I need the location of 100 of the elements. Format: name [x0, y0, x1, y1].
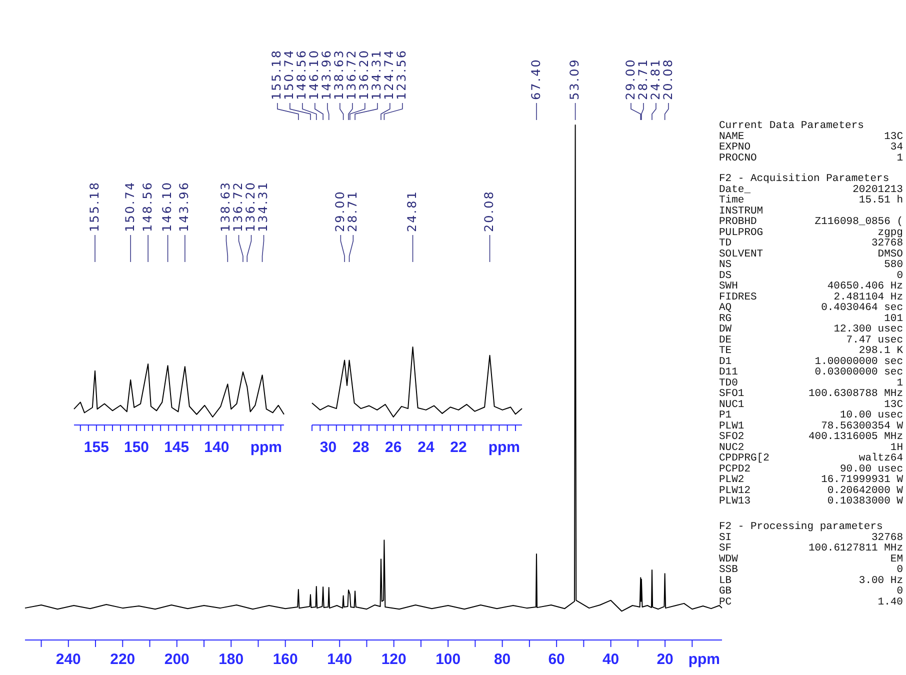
annotation: 136.72 [231, 181, 246, 232]
annotation: 28.71 [345, 190, 360, 232]
annotation: 134.31 [370, 49, 384, 100]
text: 10.00 usec [840, 410, 903, 422]
text: zgpg [878, 226, 903, 239]
annotation: 143.96 [320, 49, 334, 100]
category-label: INSTRUM [719, 205, 764, 218]
text: 15.51 h [858, 194, 903, 206]
text: 400.1316005 MHz [808, 431, 903, 443]
category-label: AQ [719, 302, 732, 314]
text: 3.00 Hz [858, 574, 903, 587]
text: 101 [884, 312, 903, 325]
text: 20201213 [852, 184, 903, 196]
annotation: 150.74 [122, 181, 137, 232]
x-axis-title: ppm [688, 651, 720, 668]
annotation: 143.96 [177, 181, 192, 232]
text: F2 - Acquisition Parameters [719, 173, 890, 185]
category-label: SSB [719, 564, 738, 576]
category-label: PLW2 [719, 474, 744, 486]
text: 32768 [871, 532, 903, 544]
x-tick-label: 140 [204, 439, 230, 456]
text: 298.1 K [858, 345, 903, 357]
x-axis-title: ppm [488, 439, 520, 456]
annotation: 124.74 [382, 49, 396, 100]
category-label: DS [719, 270, 732, 282]
category-label: SF [719, 542, 732, 554]
category-label: TD0 [719, 377, 738, 390]
annotation: 138.63 [218, 181, 233, 232]
text: 100.6127811 MHz [808, 542, 903, 554]
x-tick-label: 22 [450, 439, 467, 456]
text: 78.56300354 W [821, 420, 903, 432]
text: 40650.406 Hz [827, 280, 903, 292]
text: 100.6308788 MHz [808, 388, 903, 400]
annotation: 146.10 [160, 181, 174, 232]
annotation: 24.81 [648, 58, 662, 100]
annotation: 29.00 [623, 58, 638, 100]
category-label: PULPROG [719, 226, 764, 239]
text: 1.40 [878, 596, 903, 608]
text: EM [890, 553, 903, 566]
category-label: PLW12 [719, 484, 751, 497]
text: DMSO [878, 248, 903, 260]
category-label: TD [719, 238, 732, 250]
category-label: DE [719, 334, 732, 346]
x-tick-label: 200 [164, 651, 190, 668]
category-label: NUC2 [719, 442, 744, 454]
annotation: 24.81 [405, 190, 420, 232]
text: 2.481104 Hz [834, 291, 903, 304]
category-label: GB [719, 586, 732, 598]
text: F2 - Processing parameters [719, 521, 883, 533]
annotation: 155.18 [87, 181, 102, 232]
category-label: RG [719, 312, 732, 325]
category-label: SOLVENT [719, 248, 764, 260]
text: 0 [896, 586, 903, 598]
x-tick-label: 160 [272, 651, 298, 668]
x-tick-label: 30 [320, 439, 337, 456]
category-label: PLW1 [719, 420, 744, 432]
text: 0.4030464 sec [821, 302, 903, 314]
annotation: 67.40 [528, 58, 543, 100]
text: 1.00000000 sec [814, 356, 903, 368]
text: 13C [884, 398, 903, 411]
text: 32768 [871, 238, 903, 250]
category-label: SFO1 [719, 388, 744, 400]
x-tick-label: 145 [164, 439, 190, 456]
x-tick-label: 80 [494, 651, 511, 668]
x-axis-title: ppm [250, 439, 282, 456]
category-label: TE [719, 345, 732, 357]
x-tick-label: 155 [84, 439, 109, 456]
annotation: 138.63 [332, 49, 346, 100]
category-label: EXPNO [719, 142, 751, 154]
text: Current Data Parameters [719, 120, 864, 132]
category-label: D11 [719, 366, 738, 378]
text: 1H [890, 442, 903, 454]
annotation: 20.08 [482, 190, 496, 232]
annotation: 134.31 [256, 181, 270, 232]
text: 580 [884, 259, 903, 271]
x-tick-label: 140 [327, 651, 352, 668]
x-tick-label: 20 [656, 651, 674, 668]
category-label: LB [719, 574, 732, 587]
x-tick-label: 220 [110, 651, 136, 668]
annotation: 155.18 [270, 49, 284, 100]
text: 34 [890, 142, 903, 154]
x-tick-label: 240 [56, 651, 81, 668]
text: 0 [896, 270, 903, 282]
annotation: 148.56 [294, 49, 309, 100]
x-tick-label: 40 [602, 651, 620, 668]
category-label: D1 [719, 356, 732, 368]
annotation: 136.72 [344, 49, 359, 100]
x-tick-label: 26 [385, 439, 402, 456]
text: 0.03000000 sec [814, 366, 903, 378]
annotation: 53.09 [568, 58, 582, 100]
category-label: CPDPRG[2 [719, 452, 770, 464]
annotation: 29.00 [332, 190, 347, 232]
annotation: 150.74 [282, 49, 296, 100]
category-label: PROCNO [719, 152, 757, 164]
text: 12.300 usec [834, 324, 903, 336]
category-label: FIDRES [719, 291, 757, 304]
category-label: Date_ [719, 184, 752, 196]
x-tick-label: 150 [124, 439, 150, 456]
annotation: 20.08 [660, 58, 675, 100]
annotation: 146.10 [307, 49, 322, 100]
